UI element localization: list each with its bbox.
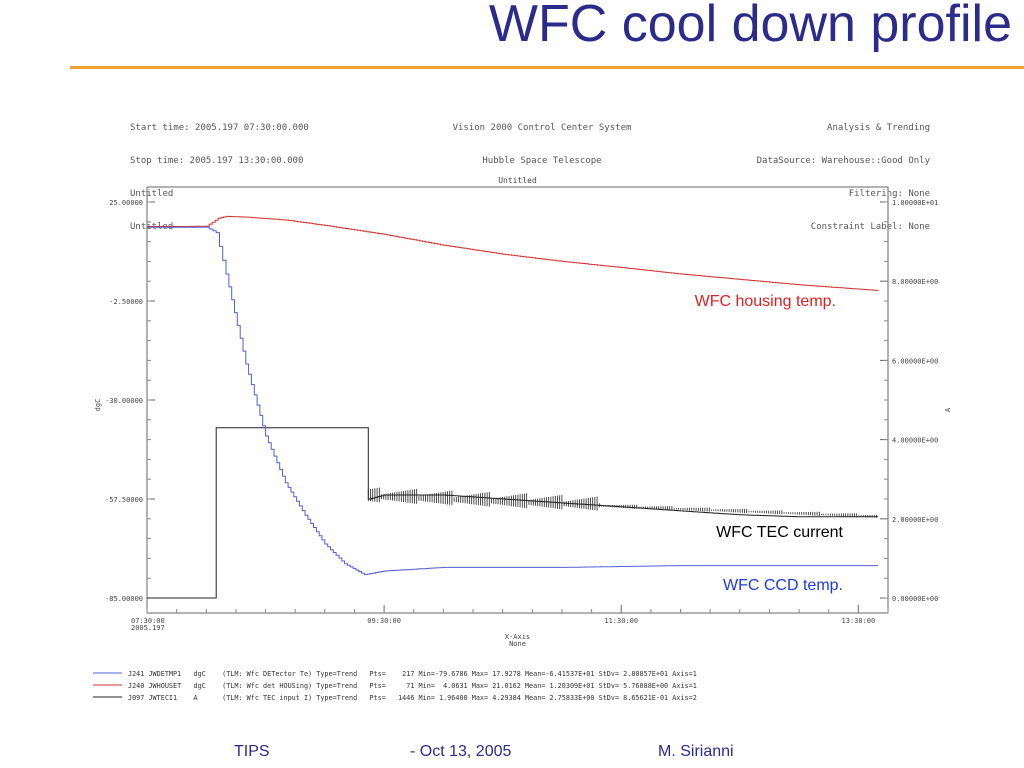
tec-current-noise: [367, 487, 877, 518]
constraint-label: Constraint Label: None: [810, 222, 930, 232]
analysis-label: Analysis & Trending: [827, 123, 930, 133]
tec-current-line: [147, 427, 879, 599]
x-tick-label: 07:30:00: [131, 617, 165, 625]
header-untitled-1: Untitled: [130, 189, 174, 199]
datasource-label: DataSource: Warehouse::Good Only: [756, 156, 930, 166]
y-right-tick-label: 0.00000E+00: [892, 595, 938, 603]
slide-title: WFC cool down profile: [488, 0, 1012, 53]
header-center: Vision 2000 Control Center System Hubble…: [400, 101, 684, 178]
chart-title: Untitled: [498, 176, 537, 185]
legend-row: J240 JWHOUSET dgC (TLM: Wfc det HOUSing)…: [128, 682, 697, 690]
y-right-tick-label: 8.00000E+00: [892, 278, 938, 286]
y-left-tick-label: -2.50000: [109, 298, 143, 306]
start-time: Start time: 2005.197 07:30:00.000: [130, 123, 309, 133]
y-right-axis-label: A: [944, 407, 952, 412]
title-rule: [70, 66, 1024, 69]
filtering-label: Filtering: None: [848, 189, 930, 199]
y-right-tick-label: 2.00000E+00: [892, 516, 938, 524]
x-tick-label: 09:30:00: [367, 617, 401, 625]
y-left-tick-label: -30.00000: [105, 397, 143, 405]
y-left-tick-label: 25.00000: [109, 199, 143, 207]
system-name: Vision 2000 Control Center System: [452, 123, 632, 133]
footer-date: - Oct 13, 2005: [410, 743, 512, 760]
ccd-temp-label: WFC CCD temp.: [723, 577, 843, 594]
x-axis-sublabel: None: [509, 640, 526, 648]
y-left-tick-label: -57.50000: [105, 496, 143, 504]
x-tick-sublabel: 2005.197: [131, 624, 165, 632]
y-right-tick-label: 1.00000E+01: [892, 199, 938, 207]
y-right-tick-label: 6.00000E+00: [892, 357, 938, 365]
header-right: Analysis & Trending DataSource: Warehous…: [757, 101, 930, 244]
legend-row: J097 JWTECI1 A (TLM: Wfc TEC input I) Ty…: [128, 694, 697, 702]
footer-author: M. Sirianni: [658, 743, 734, 760]
legend-row: J241 JWDETMP1 dgC (TLM: Wfc DETector Te)…: [128, 670, 697, 678]
housing-temp-line: [147, 215, 879, 291]
x-tick-label: 13:30:00: [842, 617, 876, 625]
ccd-temp-line: [147, 226, 879, 576]
housing-temp-label: WFC housing temp.: [695, 293, 836, 310]
x-tick-label: 11:30:00: [604, 617, 638, 625]
y-left-axis-label: dgC: [94, 399, 102, 412]
footer-left: TIPS: [234, 743, 270, 760]
y-right-tick-label: 4.00000E+00: [892, 437, 938, 445]
telescope-name: Hubble Space Telescope: [482, 156, 602, 166]
stop-time: Stop time: 2005.197 13:30:00.000: [130, 156, 304, 166]
x-axis-label: X-Axis: [505, 633, 530, 641]
y-left-tick-label: -85.00000: [105, 595, 143, 603]
plot-frame: [146, 186, 889, 614]
tec-current-label: WFC TEC current: [716, 524, 843, 541]
